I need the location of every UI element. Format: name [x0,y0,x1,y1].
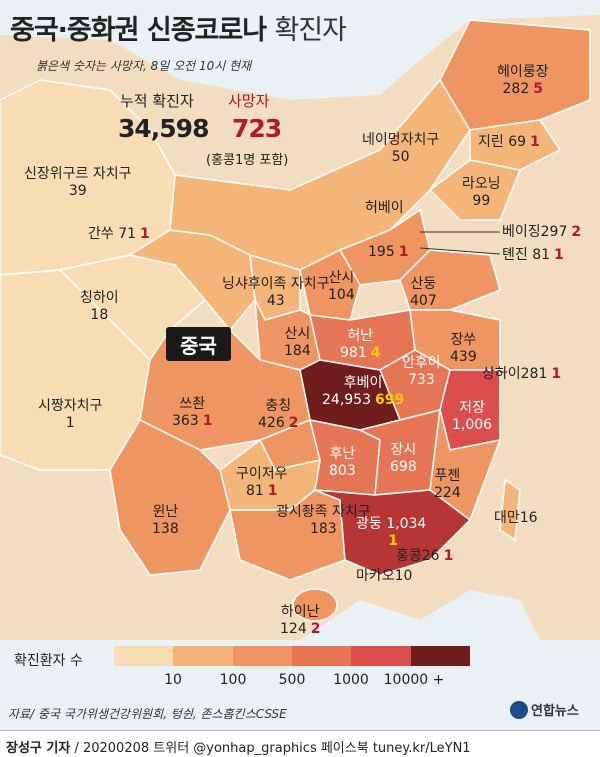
province-label: 충칭 426 2 [258,398,299,431]
province-label: 하이난 124 2 [280,604,321,637]
province-label: 산둥 407 [410,276,437,309]
legend-tick: 10 [164,672,182,688]
legend-swatch [351,646,411,666]
province-label: 장시 698 [390,442,417,475]
province-label: 푸젠 224 [434,468,461,501]
province-label: 톈진 81 1 [502,247,564,263]
title-suffix: 확진자 [274,15,347,46]
publisher-logo: 연합뉴스 [510,700,579,719]
province-label: 간쑤 71 1 [88,226,150,242]
legend-color-bar [114,646,470,666]
province-label: 후난 803 [329,446,356,479]
province-label: 칭하이 18 [80,290,119,323]
legend-swatch [114,646,174,666]
subtitle: 붉은색 숫자는 사망자, 8일 오전 10시 현재 [36,59,252,73]
province-label: 허난 981 4 [340,328,381,361]
province-label: 윈난 138 [152,504,179,537]
province-label: 대만16 [494,510,538,526]
province-label: 장쑤 439 [450,332,477,365]
country-label: 중국 [166,327,231,361]
confirmed-value: 34,598 [118,114,209,143]
confirmed-label: 누적 확진자 [120,92,194,110]
legend-tick: 500 [278,672,306,688]
province-label: 구이저우 81 1 [236,466,288,499]
title-main: 중국·중화권 신종코로나 [10,15,267,46]
province-label: 닝샤후이족 자치구 43 [222,276,330,309]
province-label: 쓰촨 363 1 [172,396,213,429]
province-label: 상하이281 1 [482,366,562,382]
province-label: 홍콩26 1 [396,548,454,564]
legend-title: 확진환자 수 [14,653,83,669]
source-note: 자료/ 중국 국가위생건강위원회, 텅쉰, 존스홉킨스CSSE [8,707,287,721]
province-label: 지린 69 1 [478,134,540,150]
legend-swatch [232,646,292,666]
province-label: 헤이룽장 282 5 [497,64,549,97]
province-label: 저장 1,006 [452,400,493,433]
legend-swatch [173,646,233,666]
province-label: 195 1 [368,244,409,260]
legend-swatch [291,646,352,666]
deaths-label: 사망자 [228,92,270,110]
province-label: 신장위구르 자치구 39 [24,166,132,199]
deaths-note: (홍콩1명 포함) [206,153,289,168]
province-label: 시짱자치구 1 [38,398,103,431]
reporter: 장성구 기자 [6,741,71,756]
province-label: 산시 104 [328,270,355,303]
province-label: 광시좡족 자치구 183 [276,504,371,537]
legend-tick: 1000 [333,672,369,688]
province-label: 산시 184 [284,326,311,359]
province-label: 후베이 24,953 699 [322,375,405,408]
province-label: 라오닝 99 [462,176,501,209]
province-label: 베이징297 2 [502,224,582,240]
legend-tick: 100 [219,672,247,688]
province-label: 마카오10 [356,568,413,584]
province-label: 네이멍자치구 50 [362,132,440,165]
province-label: 안후이 733 [402,355,441,388]
map-title: 중국·중화권 신종코로나 확진자 [10,8,347,47]
deaths-value: 723 [232,114,282,143]
footer-info: / 20200208 트위터 @yonhap_graphics 페이스북 tun… [70,741,471,756]
footer: 장성구 기자 / 20200208 트위터 @yonhap_graphics 페… [0,730,600,757]
yonhap-logo-icon [510,700,528,719]
province-label: 광둥 1,034 1 [356,516,427,549]
legend-swatch [410,646,470,666]
province-label: 허베이 [365,200,404,216]
legend-tick: 10000 + [383,672,445,688]
